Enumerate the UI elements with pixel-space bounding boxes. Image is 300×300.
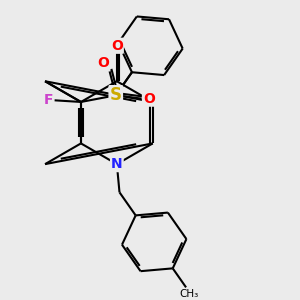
Text: CH₃: CH₃ — [179, 289, 198, 299]
Text: O: O — [143, 92, 155, 106]
Text: S: S — [110, 86, 122, 104]
Text: O: O — [111, 39, 123, 53]
Text: N: N — [111, 157, 123, 171]
Text: O: O — [97, 56, 109, 70]
Text: F: F — [44, 93, 53, 107]
